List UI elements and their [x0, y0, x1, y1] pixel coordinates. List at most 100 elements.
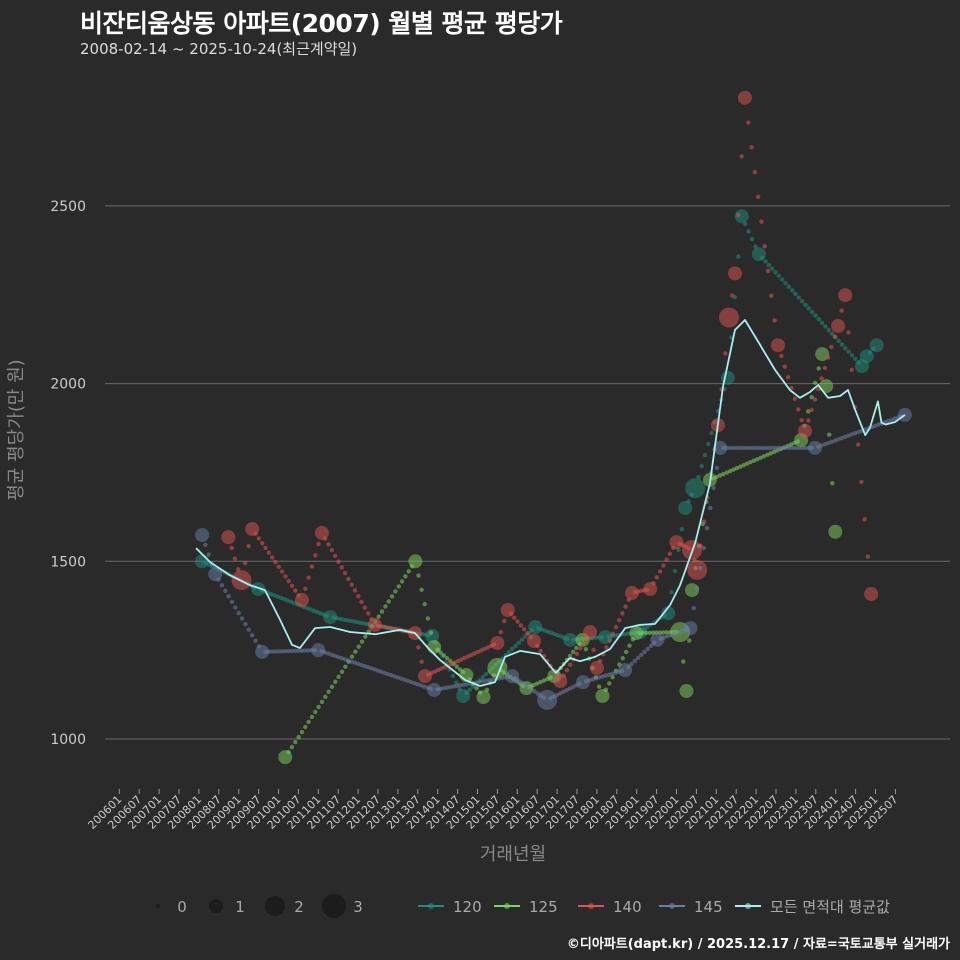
data-point-zero: [760, 445, 765, 451]
average-line: [195, 319, 906, 687]
data-point-zero: [736, 212, 741, 218]
data-point-zero: [464, 681, 469, 687]
data-point-zero: [441, 686, 447, 691]
size-legend-label: 0: [177, 898, 187, 916]
data-point-zero: [829, 344, 834, 350]
data-point-zero: [629, 661, 634, 667]
data-point-zero: [419, 587, 424, 593]
data-point-zero: [623, 604, 628, 609]
data-point-zero: [349, 654, 355, 659]
data-point-zero: [356, 644, 361, 649]
data-point-zero: [386, 625, 391, 630]
data-point-zero: [657, 569, 663, 574]
data-point-zero: [826, 327, 831, 333]
data-point-zero: [583, 647, 589, 652]
data-point-zero: [789, 445, 795, 451]
data-point: [678, 500, 693, 515]
data-point-zero: [727, 468, 733, 474]
data-point-zero: [744, 461, 750, 466]
data-point: [505, 669, 520, 684]
data-point-zero: [675, 630, 680, 636]
data-point-zero: [749, 236, 755, 242]
data-point-zero: [581, 640, 586, 646]
data-point-zero: [364, 621, 369, 626]
data-point-zero: [773, 445, 779, 451]
data-point-zero: [360, 620, 366, 626]
data-point: [618, 663, 633, 678]
data-point-zero: [299, 648, 304, 653]
data-point: [869, 338, 884, 353]
data-point: [719, 307, 740, 328]
data-point-zero: [648, 643, 654, 649]
data-point-zero: [780, 445, 785, 451]
data-point-zero: [702, 452, 708, 458]
data-point-zero: [701, 519, 707, 524]
data-point-zero: [746, 229, 751, 234]
data-point-zero: [813, 313, 818, 318]
data-point-zero: [269, 649, 275, 654]
data-point: [595, 688, 610, 703]
data-point-zero: [832, 334, 837, 339]
data-point-zero: [789, 288, 795, 293]
data-point-zero: [467, 687, 472, 692]
data-point: [589, 660, 604, 675]
data-point-zero: [416, 573, 421, 578]
data-point-zero: [408, 679, 414, 685]
data-point-zero: [385, 671, 390, 677]
data-point-zero: [296, 734, 301, 740]
data-point: [650, 632, 665, 647]
series-140: [221, 90, 879, 689]
data-point: [367, 617, 382, 632]
data-point-zero: [365, 611, 371, 616]
data-point-zero: [724, 470, 730, 475]
data-point-zero: [393, 589, 398, 594]
data-point-zero: [485, 645, 490, 650]
data-point-zero: [819, 320, 825, 326]
data-point-zero: [353, 649, 358, 654]
data-point-zero: [765, 452, 770, 458]
data-point-zero: [379, 609, 385, 614]
data-point-zero: [525, 684, 531, 690]
series-layer: [195, 90, 912, 765]
data-point: [323, 610, 338, 625]
data-point: [828, 524, 843, 539]
data-point: [294, 593, 309, 608]
series-145: [195, 407, 912, 710]
data-point-zero: [596, 684, 602, 689]
data-point-zero: [306, 648, 311, 653]
data-point: [819, 379, 834, 394]
data-point-zero: [744, 445, 749, 451]
data-point: [687, 559, 708, 580]
data-point-zero: [610, 631, 616, 637]
data-point-zero: [671, 631, 677, 637]
data-point-zero: [862, 517, 867, 522]
data-point-zero: [799, 417, 804, 423]
data-point: [737, 90, 752, 105]
data-point-zero: [699, 463, 704, 469]
legend-label: 모든 면적대 평균값: [770, 898, 890, 916]
data-point-zero: [412, 680, 417, 686]
data-point: [629, 626, 644, 641]
data-point-zero: [341, 617, 346, 622]
data-point-zero: [779, 277, 785, 282]
data-point-zero: [369, 666, 374, 671]
data-point-zero: [839, 435, 844, 441]
data-point-zero: [329, 684, 335, 690]
data-point-zero: [754, 445, 759, 451]
data-point-zero: [746, 120, 751, 125]
data-point-zero: [796, 407, 801, 412]
data-point-zero: [359, 599, 364, 605]
data-point-zero: [829, 439, 834, 445]
data-point: [685, 478, 706, 499]
data-point: [864, 586, 879, 601]
size-legend-circle: [209, 899, 223, 913]
series-125: [278, 347, 843, 765]
size-legend-circle: [322, 894, 346, 918]
data-point-zero: [786, 284, 792, 289]
y-axis: 1000 1500 2000 2500: [50, 199, 86, 748]
data-point-zero: [717, 473, 723, 478]
data-point-zero: [457, 683, 463, 688]
legend-label: 120: [453, 898, 482, 916]
data-point: [425, 628, 440, 643]
